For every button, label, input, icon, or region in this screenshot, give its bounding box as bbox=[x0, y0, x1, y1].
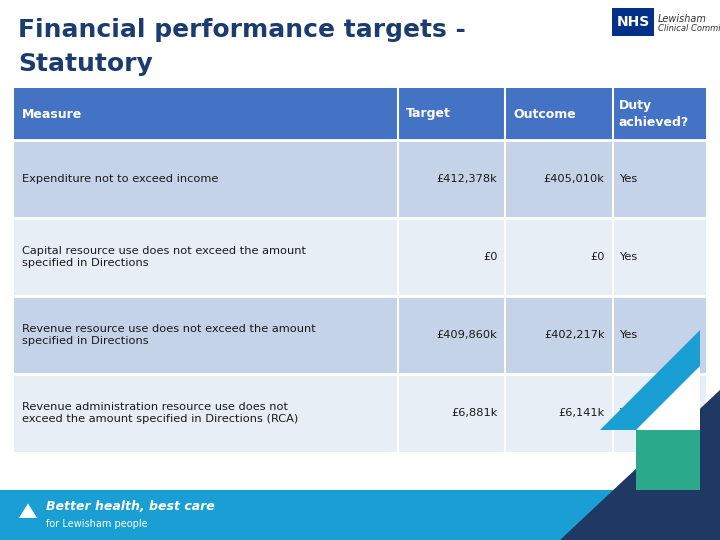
Text: Measure: Measure bbox=[22, 107, 82, 120]
Text: Clinical Commissioning Group: Clinical Commissioning Group bbox=[658, 24, 720, 33]
Text: Duty
achieved?: Duty achieved? bbox=[618, 99, 689, 129]
Text: for Lewisham people: for Lewisham people bbox=[46, 519, 148, 529]
Polygon shape bbox=[19, 503, 37, 518]
Polygon shape bbox=[560, 390, 720, 540]
Text: Yes: Yes bbox=[618, 330, 636, 340]
Text: £0: £0 bbox=[483, 252, 498, 262]
FancyBboxPatch shape bbox=[612, 8, 654, 36]
Text: £6,881k: £6,881k bbox=[451, 408, 498, 418]
Text: Yes: Yes bbox=[618, 174, 636, 184]
Text: £409,860k: £409,860k bbox=[436, 330, 498, 340]
Text: NHS: NHS bbox=[616, 15, 649, 29]
Text: Lewisham: Lewisham bbox=[658, 14, 707, 24]
Text: Yes: Yes bbox=[618, 252, 636, 262]
FancyBboxPatch shape bbox=[14, 296, 706, 374]
FancyBboxPatch shape bbox=[14, 140, 706, 218]
FancyBboxPatch shape bbox=[14, 374, 706, 452]
Text: Revenue administration resource use does not
exceed the amount specified in Dire: Revenue administration resource use does… bbox=[22, 402, 298, 424]
Text: Yes: Yes bbox=[618, 408, 636, 418]
FancyBboxPatch shape bbox=[14, 88, 706, 140]
Text: Better health, best care: Better health, best care bbox=[46, 500, 215, 512]
Text: Expenditure not to exceed income: Expenditure not to exceed income bbox=[22, 174, 218, 184]
Text: Target: Target bbox=[406, 107, 451, 120]
FancyBboxPatch shape bbox=[14, 218, 706, 296]
Text: Financial performance targets -: Financial performance targets - bbox=[18, 18, 466, 42]
Polygon shape bbox=[600, 330, 700, 430]
Text: Statutory: Statutory bbox=[18, 52, 153, 76]
Text: £405,010k: £405,010k bbox=[544, 174, 605, 184]
Text: £412,378k: £412,378k bbox=[436, 174, 498, 184]
FancyBboxPatch shape bbox=[0, 490, 720, 540]
Text: £402,217k: £402,217k bbox=[544, 330, 605, 340]
Text: Revenue resource use does not exceed the amount
specified in Directions: Revenue resource use does not exceed the… bbox=[22, 323, 316, 346]
Polygon shape bbox=[636, 430, 700, 490]
Text: Outcome: Outcome bbox=[513, 107, 576, 120]
Text: £0: £0 bbox=[590, 252, 605, 262]
Text: Capital resource use does not exceed the amount
specified in Directions: Capital resource use does not exceed the… bbox=[22, 246, 306, 268]
Text: £6,141k: £6,141k bbox=[558, 408, 605, 418]
Polygon shape bbox=[636, 430, 700, 490]
Polygon shape bbox=[636, 366, 700, 430]
